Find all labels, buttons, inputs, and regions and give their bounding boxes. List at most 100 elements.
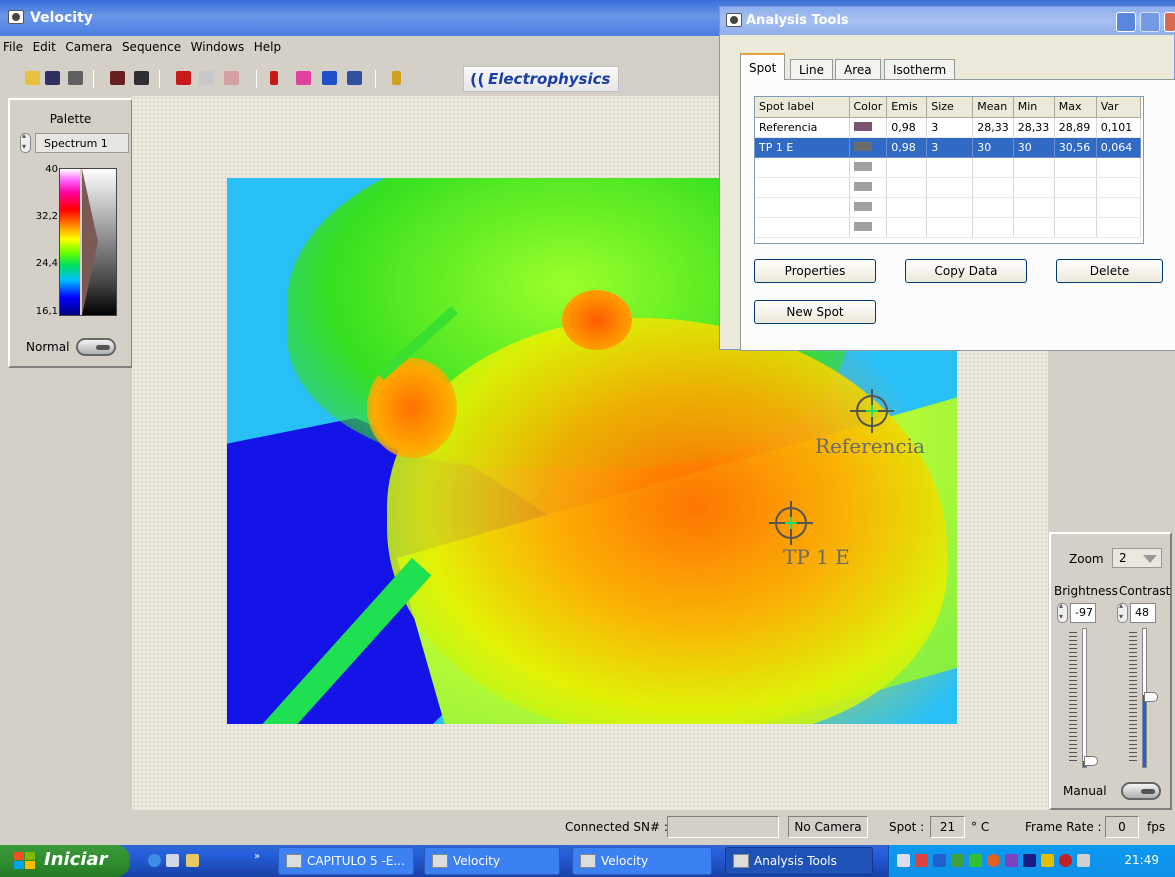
- palette-mode-toggle[interactable]: [76, 338, 116, 356]
- color-scale-map-shape: [82, 169, 98, 315]
- menu-help[interactable]: Help: [253, 40, 282, 54]
- crosshair-icon-tp1e[interactable]: [768, 500, 814, 546]
- quicklaunch-more-icon[interactable]: »: [254, 851, 261, 862]
- analysis-tools-title-bar[interactable]: Analysis Tools: [720, 7, 1175, 35]
- camera-capture-icon[interactable]: [176, 71, 191, 85]
- copy-image-icon[interactable]: [110, 71, 125, 85]
- help-icon[interactable]: [392, 71, 401, 85]
- tray-app-icon[interactable]: [1041, 854, 1054, 867]
- spot-value: 21: [930, 816, 965, 838]
- tray-network-icon[interactable]: [897, 854, 910, 867]
- task-capitulo[interactable]: CAPITULO 5 -E...: [278, 847, 414, 875]
- table-row-selected[interactable]: TP 1 E 0,98 3 30 30 30,56 0,064: [755, 137, 1141, 158]
- tab-spot[interactable]: Spot: [740, 53, 786, 80]
- contrast-slider-thumb[interactable]: [1144, 692, 1158, 702]
- table-row-empty[interactable]: [755, 157, 1141, 178]
- tray-app-icon[interactable]: [1059, 854, 1072, 867]
- delete-button[interactable]: Delete: [1056, 259, 1163, 283]
- menu-file[interactable]: File: [3, 40, 24, 54]
- brightness-input[interactable]: -97: [1070, 603, 1096, 623]
- column-header-size[interactable]: Size: [926, 97, 974, 118]
- profile-icon[interactable]: [296, 71, 311, 85]
- open-folder-icon[interactable]: [25, 71, 40, 85]
- contrast-spinner[interactable]: [1117, 601, 1128, 623]
- tray-app-icon[interactable]: [1023, 854, 1036, 867]
- maximize-icon[interactable]: [1140, 12, 1160, 32]
- brightness-label: Brightness: [1054, 584, 1118, 598]
- column-header-color[interactable]: Color: [849, 97, 888, 118]
- minimize-icon[interactable]: [1116, 12, 1136, 32]
- properties-button[interactable]: Properties: [754, 259, 876, 283]
- analysis-icon[interactable]: [347, 71, 362, 85]
- table-row-empty[interactable]: [755, 217, 1141, 238]
- column-header-max[interactable]: Max: [1054, 97, 1097, 118]
- table-row-empty[interactable]: [755, 197, 1141, 218]
- brightness-spinner[interactable]: [1057, 601, 1068, 623]
- task-velocity-2[interactable]: Velocity: [572, 847, 712, 875]
- display-controls-panel: Zoom 2 Brightness Contrast -97 48 Manual: [1049, 532, 1172, 810]
- table-row-empty[interactable]: [755, 177, 1141, 198]
- spot-label: Spot :: [889, 820, 925, 834]
- color-swatch[interactable]: [853, 121, 872, 131]
- task-label: CAPITULO 5 -E...: [307, 854, 405, 868]
- connected-sn-field: [667, 816, 779, 838]
- copy-data-button[interactable]: Copy Data: [905, 259, 1027, 283]
- tray-volume-icon[interactable]: [915, 854, 928, 867]
- scale-tick-min: 16,1: [35, 306, 58, 317]
- menu-sequence[interactable]: Sequence: [121, 40, 182, 54]
- frame-rate-label: Frame Rate :: [1025, 820, 1102, 834]
- palette-panel: Palette Spectrum 1 40 32,2 24,4 16,1 Nor…: [8, 98, 133, 368]
- column-header-min[interactable]: Min: [1013, 97, 1055, 118]
- menu-edit[interactable]: Edit: [32, 40, 56, 54]
- thermometer-icon[interactable]: [270, 71, 278, 85]
- tray-app-icon[interactable]: [1077, 854, 1090, 867]
- tray-app-icon[interactable]: [933, 854, 946, 867]
- folder-icon[interactable]: [186, 854, 199, 867]
- clock[interactable]: 21:49: [1124, 853, 1159, 867]
- palette-selector[interactable]: Spectrum 1: [35, 133, 129, 153]
- color-swatch[interactable]: [853, 141, 872, 151]
- internet-explorer-icon[interactable]: [148, 854, 161, 867]
- tab-area[interactable]: Area: [835, 59, 881, 79]
- tab-isotherm[interactable]: Isotherm: [884, 59, 956, 79]
- toolbar: [0, 62, 720, 94]
- calibrate-icon[interactable]: [224, 71, 239, 85]
- task-analysis-tools[interactable]: Analysis Tools: [725, 847, 873, 875]
- histogram-icon[interactable]: [322, 71, 337, 85]
- show-desktop-icon[interactable]: [166, 854, 179, 867]
- new-spot-button[interactable]: New Spot: [754, 300, 876, 324]
- tray-app-icon[interactable]: [1005, 854, 1018, 867]
- palette-spinner[interactable]: [20, 131, 31, 153]
- column-header-label[interactable]: Spot label: [755, 97, 850, 118]
- tab-line[interactable]: Line: [790, 59, 834, 79]
- table-row[interactable]: Referencia 0,98 3 28,33 28,33 28,89 0,10…: [755, 117, 1141, 138]
- column-header-var[interactable]: Var: [1096, 97, 1141, 118]
- tray-app-icon[interactable]: [951, 854, 964, 867]
- zoom-select[interactable]: 2: [1112, 548, 1162, 568]
- palette-mode-label: Normal: [26, 340, 70, 354]
- color-swatch: [853, 201, 872, 211]
- arrow-right-icon[interactable]: [199, 71, 214, 85]
- display-mode-toggle[interactable]: [1121, 782, 1161, 800]
- status-bar: Connected SN# : No Camera Spot : 21 ° C …: [0, 812, 1175, 844]
- print-icon[interactable]: [68, 71, 83, 85]
- menu-camera[interactable]: Camera: [65, 40, 113, 54]
- close-icon[interactable]: [1164, 12, 1175, 32]
- tray-app-icon[interactable]: [969, 854, 982, 867]
- brightness-slider-ticks: [1069, 632, 1077, 762]
- paste-image-icon[interactable]: [134, 71, 149, 85]
- logo-arcs-icon: ((: [470, 70, 485, 89]
- brightness-slider[interactable]: [1082, 628, 1087, 768]
- brightness-slider-thumb[interactable]: [1084, 756, 1098, 766]
- crosshair-icon-referencia[interactable]: [849, 388, 895, 434]
- contrast-input[interactable]: 48: [1130, 603, 1156, 623]
- start-button[interactable]: Iniciar: [0, 845, 130, 877]
- zoom-label: Zoom: [1069, 552, 1104, 566]
- column-header-mean[interactable]: Mean: [972, 97, 1014, 118]
- tray-app-icon[interactable]: [987, 854, 1000, 867]
- menu-windows[interactable]: Windows: [190, 40, 245, 54]
- task-velocity-1[interactable]: Velocity: [424, 847, 560, 875]
- cell-mean: 30: [972, 137, 1014, 158]
- column-header-emis[interactable]: Emis: [886, 97, 928, 118]
- save-icon[interactable]: [45, 71, 60, 85]
